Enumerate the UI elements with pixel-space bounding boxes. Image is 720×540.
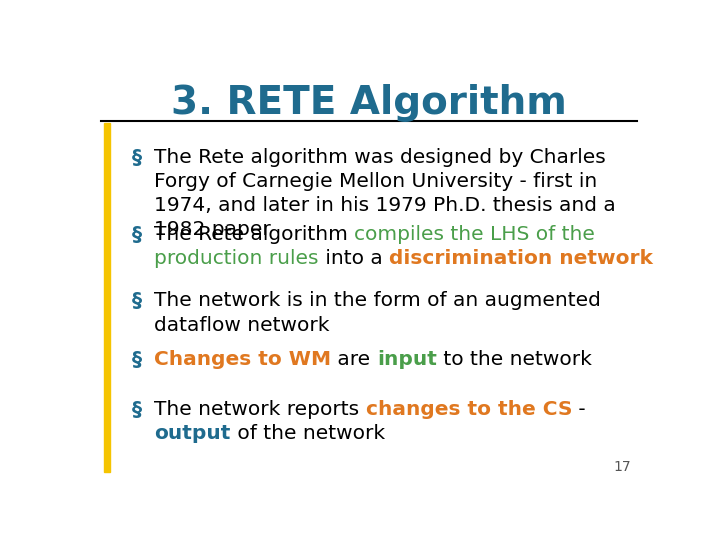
Text: production rules: production rules xyxy=(154,249,319,268)
Text: Forgy of Carnegie Mellon University - first in: Forgy of Carnegie Mellon University - fi… xyxy=(154,172,598,191)
Text: §: § xyxy=(132,400,142,419)
Text: 17: 17 xyxy=(613,461,631,474)
Text: of the network: of the network xyxy=(230,424,384,443)
Text: discrimination network: discrimination network xyxy=(389,249,652,268)
Text: into a: into a xyxy=(319,249,389,268)
Text: to the network: to the network xyxy=(436,349,592,369)
Text: compiles the LHS of the: compiles the LHS of the xyxy=(354,225,595,244)
Text: are: are xyxy=(331,349,377,369)
Text: The network is in the form of an augmented: The network is in the form of an augment… xyxy=(154,292,601,310)
Text: §: § xyxy=(132,292,142,310)
Text: 3. RETE Algorithm: 3. RETE Algorithm xyxy=(171,84,567,122)
Bar xyxy=(104,123,109,472)
Text: changes to the CS: changes to the CS xyxy=(366,400,572,419)
Text: Changes to WM: Changes to WM xyxy=(154,349,331,369)
Text: input: input xyxy=(377,349,436,369)
Text: The network reports: The network reports xyxy=(154,400,366,419)
Text: 1974, and later in his 1979 Ph.D. thesis and a: 1974, and later in his 1979 Ph.D. thesis… xyxy=(154,196,616,215)
Text: dataflow network: dataflow network xyxy=(154,315,330,334)
Text: §: § xyxy=(132,148,142,167)
Text: The Rete algorithm was designed by Charles: The Rete algorithm was designed by Charl… xyxy=(154,148,606,167)
Text: §: § xyxy=(132,225,142,244)
Text: -: - xyxy=(572,400,586,419)
Text: §: § xyxy=(132,349,142,369)
Text: The Rete algorithm: The Rete algorithm xyxy=(154,225,354,244)
Text: 1982 paper: 1982 paper xyxy=(154,220,271,239)
Text: output: output xyxy=(154,424,230,443)
